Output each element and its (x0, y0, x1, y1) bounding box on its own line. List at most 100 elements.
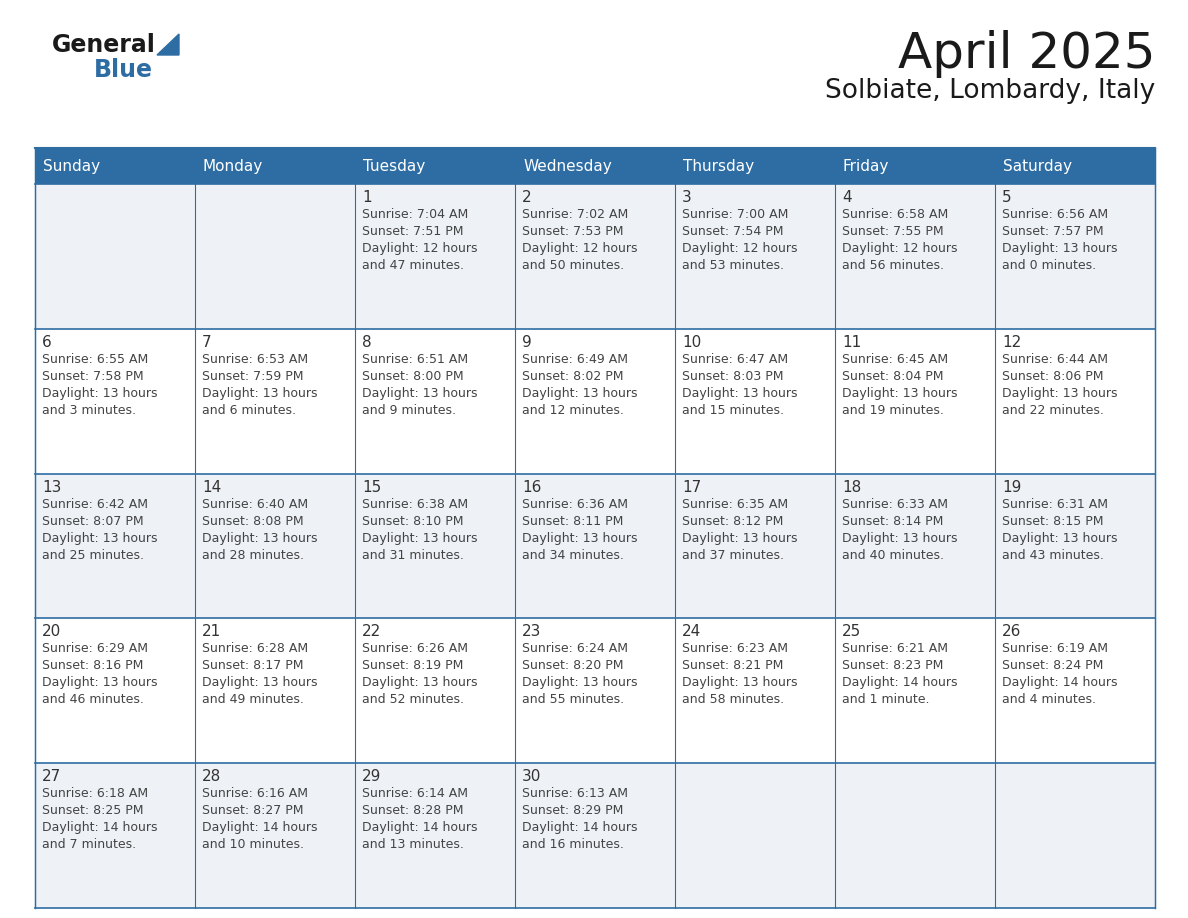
Text: Thursday: Thursday (683, 159, 754, 174)
Text: Sunset: 8:07 PM: Sunset: 8:07 PM (42, 515, 144, 528)
Text: Sunday: Sunday (43, 159, 100, 174)
Text: and 58 minutes.: and 58 minutes. (682, 693, 784, 706)
Text: 21: 21 (202, 624, 221, 640)
Text: Daylight: 14 hours: Daylight: 14 hours (1001, 677, 1118, 689)
Text: Sunset: 8:12 PM: Sunset: 8:12 PM (682, 515, 783, 528)
Text: and 28 minutes.: and 28 minutes. (202, 549, 304, 562)
Text: Sunrise: 6:56 AM: Sunrise: 6:56 AM (1001, 208, 1108, 221)
Text: Sunrise: 6:23 AM: Sunrise: 6:23 AM (682, 643, 788, 655)
Text: and 55 minutes.: and 55 minutes. (522, 693, 624, 706)
Text: and 49 minutes.: and 49 minutes. (202, 693, 304, 706)
Text: 11: 11 (842, 335, 861, 350)
Text: Sunset: 8:04 PM: Sunset: 8:04 PM (842, 370, 943, 383)
Text: Daylight: 14 hours: Daylight: 14 hours (202, 822, 317, 834)
Text: 3: 3 (682, 190, 691, 205)
Text: 9: 9 (522, 335, 532, 350)
Text: Solbiate, Lombardy, Italy: Solbiate, Lombardy, Italy (824, 78, 1155, 104)
Text: and 0 minutes.: and 0 minutes. (1001, 259, 1097, 272)
Text: 30: 30 (522, 769, 542, 784)
Text: Sunrise: 6:38 AM: Sunrise: 6:38 AM (362, 498, 468, 510)
Text: Sunrise: 6:51 AM: Sunrise: 6:51 AM (362, 353, 468, 365)
Text: Sunset: 8:23 PM: Sunset: 8:23 PM (842, 659, 943, 672)
Text: Sunset: 8:21 PM: Sunset: 8:21 PM (682, 659, 783, 672)
Bar (34, 474, 1155, 619)
Text: Sunrise: 7:00 AM: Sunrise: 7:00 AM (682, 208, 789, 221)
Text: and 1 minute.: and 1 minute. (842, 693, 929, 706)
Text: Daylight: 13 hours: Daylight: 13 hours (522, 532, 638, 544)
Text: Daylight: 12 hours: Daylight: 12 hours (522, 242, 638, 255)
Text: and 31 minutes.: and 31 minutes. (362, 549, 463, 562)
Text: Daylight: 13 hours: Daylight: 13 hours (362, 386, 478, 400)
Text: 28: 28 (202, 769, 221, 784)
Text: Daylight: 13 hours: Daylight: 13 hours (522, 386, 638, 400)
Text: and 40 minutes.: and 40 minutes. (842, 549, 944, 562)
Bar (34, 763, 1155, 908)
Text: Sunrise: 6:13 AM: Sunrise: 6:13 AM (522, 788, 628, 800)
Text: 23: 23 (522, 624, 542, 640)
Text: April 2025: April 2025 (897, 30, 1155, 78)
Text: 22: 22 (362, 624, 381, 640)
Text: Daylight: 13 hours: Daylight: 13 hours (1001, 386, 1118, 400)
Text: 24: 24 (682, 624, 701, 640)
Text: Sunrise: 6:33 AM: Sunrise: 6:33 AM (842, 498, 948, 510)
Text: 7: 7 (202, 335, 211, 350)
Text: Sunset: 8:08 PM: Sunset: 8:08 PM (202, 515, 304, 528)
Text: Sunset: 8:14 PM: Sunset: 8:14 PM (842, 515, 943, 528)
Text: and 25 minutes.: and 25 minutes. (42, 549, 144, 562)
Text: Sunrise: 6:28 AM: Sunrise: 6:28 AM (202, 643, 308, 655)
Text: 1: 1 (362, 190, 372, 205)
Text: 14: 14 (202, 479, 221, 495)
Text: and 37 minutes.: and 37 minutes. (682, 549, 784, 562)
Text: and 15 minutes.: and 15 minutes. (682, 404, 784, 417)
Text: Sunset: 7:59 PM: Sunset: 7:59 PM (202, 370, 303, 383)
Bar (34, 184, 1155, 329)
Text: General: General (52, 33, 156, 57)
Text: Daylight: 13 hours: Daylight: 13 hours (682, 532, 797, 544)
Text: Sunset: 8:06 PM: Sunset: 8:06 PM (1001, 370, 1104, 383)
Text: Sunrise: 6:24 AM: Sunrise: 6:24 AM (522, 643, 628, 655)
Text: 6: 6 (42, 335, 52, 350)
Text: Daylight: 13 hours: Daylight: 13 hours (42, 677, 158, 689)
Text: Daylight: 13 hours: Daylight: 13 hours (202, 386, 317, 400)
Text: Tuesday: Tuesday (364, 159, 425, 174)
Text: Sunrise: 6:21 AM: Sunrise: 6:21 AM (842, 643, 948, 655)
Text: and 46 minutes.: and 46 minutes. (42, 693, 144, 706)
Bar (34, 619, 1155, 763)
Text: Daylight: 13 hours: Daylight: 13 hours (42, 532, 158, 544)
Text: Daylight: 13 hours: Daylight: 13 hours (362, 677, 478, 689)
Text: and 13 minutes.: and 13 minutes. (362, 838, 463, 851)
Text: Sunset: 7:58 PM: Sunset: 7:58 PM (42, 370, 144, 383)
Text: Sunrise: 6:53 AM: Sunrise: 6:53 AM (202, 353, 308, 365)
Text: Sunrise: 6:45 AM: Sunrise: 6:45 AM (842, 353, 948, 365)
Text: Daylight: 13 hours: Daylight: 13 hours (42, 386, 158, 400)
Text: Daylight: 13 hours: Daylight: 13 hours (202, 677, 317, 689)
Text: Sunset: 8:19 PM: Sunset: 8:19 PM (362, 659, 463, 672)
Text: Sunset: 8:24 PM: Sunset: 8:24 PM (1001, 659, 1104, 672)
Text: 20: 20 (42, 624, 62, 640)
Text: Sunrise: 6:55 AM: Sunrise: 6:55 AM (42, 353, 148, 365)
Text: Sunrise: 6:31 AM: Sunrise: 6:31 AM (1001, 498, 1108, 510)
Text: Sunrise: 6:18 AM: Sunrise: 6:18 AM (42, 788, 148, 800)
Text: Sunset: 8:11 PM: Sunset: 8:11 PM (522, 515, 624, 528)
Text: Sunrise: 6:35 AM: Sunrise: 6:35 AM (682, 498, 788, 510)
Text: 26: 26 (1001, 624, 1022, 640)
Text: Sunrise: 6:36 AM: Sunrise: 6:36 AM (522, 498, 628, 510)
Text: Daylight: 14 hours: Daylight: 14 hours (362, 822, 478, 834)
Text: Sunrise: 6:42 AM: Sunrise: 6:42 AM (42, 498, 148, 510)
Text: and 43 minutes.: and 43 minutes. (1001, 549, 1104, 562)
Text: Sunset: 8:27 PM: Sunset: 8:27 PM (202, 804, 303, 817)
Text: Sunset: 8:03 PM: Sunset: 8:03 PM (682, 370, 784, 383)
Text: 25: 25 (842, 624, 861, 640)
Text: Sunset: 8:00 PM: Sunset: 8:00 PM (362, 370, 463, 383)
Text: Sunset: 8:17 PM: Sunset: 8:17 PM (202, 659, 303, 672)
Text: Sunset: 7:57 PM: Sunset: 7:57 PM (1001, 225, 1104, 238)
Text: 18: 18 (842, 479, 861, 495)
Text: and 52 minutes.: and 52 minutes. (362, 693, 465, 706)
Text: Sunrise: 6:58 AM: Sunrise: 6:58 AM (842, 208, 948, 221)
Text: and 56 minutes.: and 56 minutes. (842, 259, 944, 272)
Text: Daylight: 12 hours: Daylight: 12 hours (682, 242, 797, 255)
Text: and 6 minutes.: and 6 minutes. (202, 404, 296, 417)
Text: Sunset: 8:02 PM: Sunset: 8:02 PM (522, 370, 624, 383)
Text: Sunset: 8:25 PM: Sunset: 8:25 PM (42, 804, 144, 817)
Text: and 47 minutes.: and 47 minutes. (362, 259, 465, 272)
